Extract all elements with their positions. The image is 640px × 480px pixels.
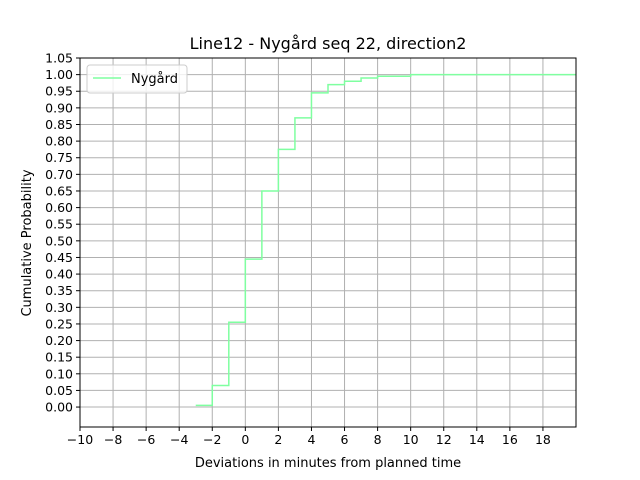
y-tick-label: 0.65 [45, 183, 73, 198]
y-tick-label: 0.00 [45, 400, 73, 415]
y-tick-label: 0.70 [45, 167, 73, 182]
x-tick-label: −2 [203, 432, 221, 447]
x-tick-label: 16 [502, 432, 518, 447]
y-tick-label: 0.15 [45, 350, 73, 365]
x-tick-label: 2 [274, 432, 282, 447]
legend-box [86, 64, 188, 94]
x-tick-label: −6 [137, 432, 155, 447]
y-tick-label: 0.55 [45, 217, 73, 232]
y-tick-label: 0.90 [45, 100, 73, 115]
y-tick-label: 0.10 [45, 366, 73, 381]
y-tick-label: 0.60 [45, 200, 73, 215]
x-axis-ticks: −10 −8 −6 −4 −2 0 2 4 6 8 10 12 14 16 18 [67, 427, 551, 447]
x-tick-label: 18 [535, 432, 551, 447]
x-tick-label: 8 [374, 432, 382, 447]
x-tick-label: 6 [341, 432, 349, 447]
y-tick-label: 0.45 [45, 250, 73, 265]
y-tick-label: 0.20 [45, 333, 73, 348]
y-tick-label: 0.05 [45, 383, 73, 398]
series-layer [195, 73, 576, 407]
chart-title: Line12 - Nygård seq 22, direction2 [190, 34, 467, 53]
y-tick-label: 1.00 [45, 67, 73, 82]
x-tick-label: 10 [403, 432, 419, 447]
x-tick-label: −10 [67, 432, 93, 447]
plot-frame [79, 57, 577, 428]
y-tick-label: 0.25 [45, 316, 73, 331]
y-tick-label: 0.40 [45, 267, 73, 282]
y-tick-label: 1.05 [45, 51, 73, 66]
legend: Nygård [86, 64, 188, 94]
grid [79, 57, 576, 427]
x-tick-label: −8 [104, 432, 122, 447]
y-axis-label: Cumulative Probability [20, 169, 35, 316]
x-tick-label: −4 [170, 432, 188, 447]
legend-label: Nygård [131, 72, 178, 87]
x-tick-label: 12 [436, 432, 452, 447]
y-tick-label: 0.80 [45, 134, 73, 149]
x-tick-label: 4 [307, 432, 315, 447]
series-line [195, 73, 576, 407]
y-tick-label: 0.50 [45, 233, 73, 248]
y-tick-label: 0.30 [45, 300, 73, 315]
x-axis-label: Deviations in minutes from planned time [195, 456, 461, 471]
x-tick-label: 14 [469, 432, 485, 447]
y-axis-ticks: 0.00 0.05 0.100.15 0.20 0.250.30 0.350.40 0.45… [45, 51, 80, 415]
x-tick-label: 0 [241, 432, 249, 447]
y-tick-label: 0.75 [45, 150, 73, 165]
y-tick-label: 0.85 [45, 117, 73, 132]
y-tick-label: 0.95 [45, 84, 73, 99]
y-tick-label: 0.35 [45, 283, 73, 298]
